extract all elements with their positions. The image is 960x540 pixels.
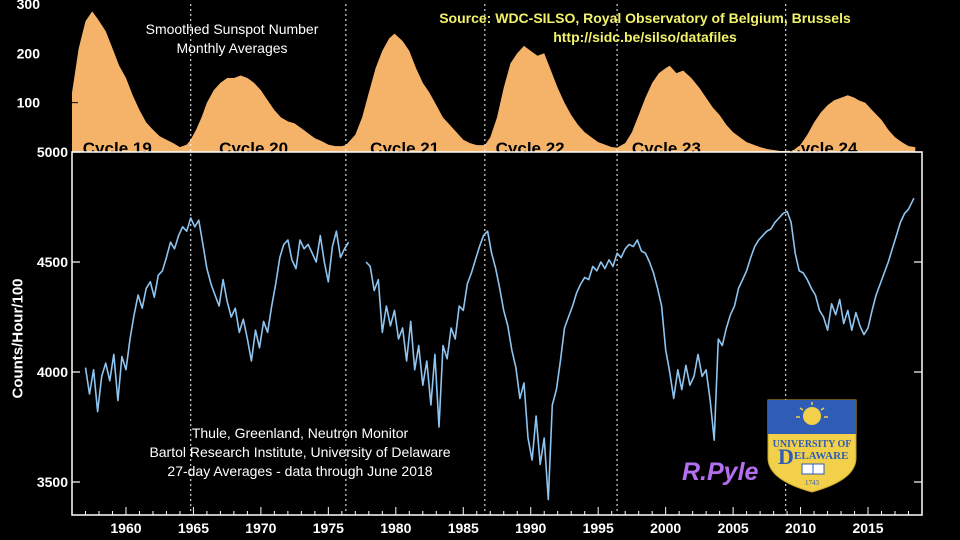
- station-credit-block: Thule, Greenland, Neutron Monitor Bartol…: [100, 424, 500, 481]
- x-tick-label: 1970: [245, 520, 276, 536]
- y-tick-label: 4000: [37, 364, 68, 380]
- x-tick-label: 2000: [650, 520, 681, 536]
- university-of-delaware-logo: UNIVERSITY OF D ELAWARE 1743: [767, 399, 857, 493]
- x-tick-label: 1975: [313, 520, 344, 536]
- y-tick-label: 5000: [37, 144, 68, 160]
- x-tick-label: 1995: [583, 520, 614, 536]
- sunspot-area: [72, 11, 916, 153]
- cycle-label: Cycle 22: [496, 139, 565, 158]
- x-tick-label: 1965: [178, 520, 209, 536]
- neutron-count-line: [365, 197, 915, 501]
- sunspot-title: Smoothed Sunspot Number: [145, 21, 319, 37]
- cycle-label: Cycle 20: [219, 139, 288, 158]
- source-line: Source: WDC-SILSO, Royal Observatory of …: [439, 10, 851, 26]
- cycle-label: Cycle 24: [788, 139, 858, 158]
- logo-line2: ELAWARE: [794, 450, 848, 462]
- data-note: 27-day Averages - data through June 2018: [167, 463, 433, 479]
- sunspot-panel: 300 200 100 Cycle 19 Cycle 20 Cycle 21 Cycle 2…: [17, 0, 916, 158]
- x-tick-label: 1990: [515, 520, 546, 536]
- neutron-count-line: [84, 217, 350, 413]
- neutron-frame: [71, 151, 923, 516]
- source-url: http://sidc.be/silso/datafiles: [553, 29, 737, 45]
- author-signature: R.Pyle: [682, 458, 759, 486]
- sunspot-subtitle: Monthly Averages: [176, 40, 288, 56]
- cycle-label: Cycle 23: [632, 139, 701, 158]
- y-tick-label: 4500: [37, 254, 68, 270]
- logo-line1: UNIVERSITY OF: [773, 439, 852, 450]
- logo-year: 1743: [805, 479, 820, 487]
- station-name: Thule, Greenland, Neutron Monitor: [191, 425, 409, 441]
- source-block: Source: WDC-SILSO, Royal Observatory of …: [380, 9, 910, 47]
- sunspot-tick-label: 100: [17, 95, 41, 111]
- logo-letter: D: [778, 444, 794, 469]
- institute-name: Bartol Research Institute, University of…: [149, 444, 451, 460]
- x-tick-label: 2005: [718, 520, 749, 536]
- y-axis-label: Counts/Hour/100: [9, 278, 27, 399]
- x-tick-label: 1985: [448, 520, 479, 536]
- cycle-label: Cycle 19: [83, 139, 152, 158]
- sunspot-title-block: Smoothed Sunspot Number Monthly Averages: [112, 20, 352, 58]
- x-tick-label: 1980: [380, 520, 411, 536]
- y-tick-label: 3500: [37, 474, 68, 490]
- x-tick-label: 2010: [785, 520, 816, 536]
- sunspot-tick-label: 300: [17, 0, 41, 12]
- cycle-label: Cycle 21: [370, 139, 439, 158]
- x-tick-label: 2015: [852, 520, 883, 536]
- x-tick-label: 1960: [110, 520, 141, 536]
- sunspot-tick-label: 200: [17, 45, 41, 61]
